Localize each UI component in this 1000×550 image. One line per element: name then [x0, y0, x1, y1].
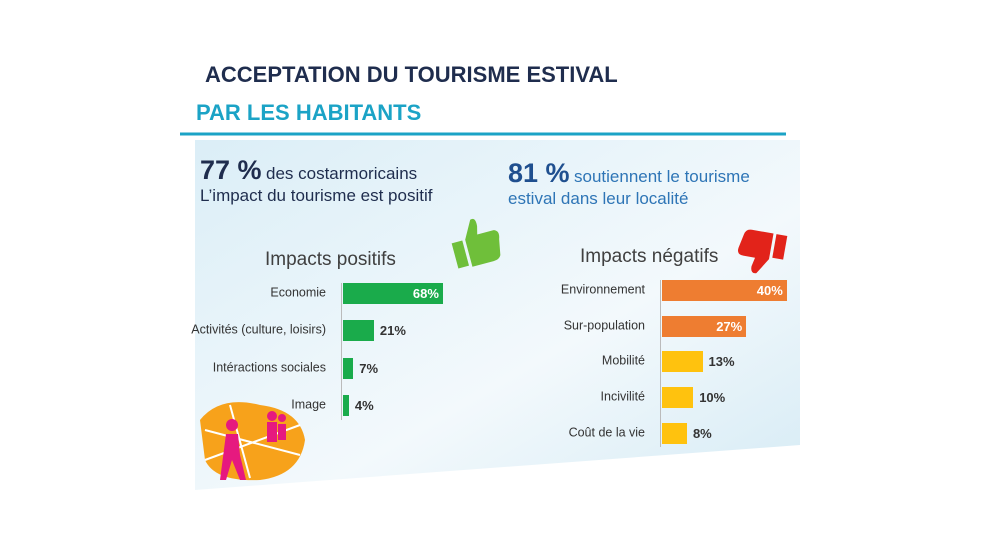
stat-figure: 81 % — [508, 158, 570, 188]
category-label: Sur-population — [563, 318, 645, 333]
stat-text: L’impact du tourisme est positif — [200, 186, 433, 205]
category-label: Activités (culture, loisirs) — [191, 322, 326, 337]
value-label: 40% — [756, 283, 783, 298]
value-label: 13% — [708, 354, 735, 369]
tourist-illustration — [200, 402, 305, 481]
bar — [343, 395, 349, 416]
bar — [662, 387, 694, 408]
category-label: Image — [291, 397, 326, 412]
value-label: 8% — [692, 426, 712, 441]
category-label: Mobilité — [601, 353, 645, 368]
subtitle: PAR LES HABITANTS — [196, 100, 422, 125]
category-label: Intéractions sociales — [212, 360, 326, 375]
category-label: Environnement — [560, 282, 645, 297]
bar — [662, 316, 747, 337]
value-label: 27% — [716, 319, 743, 334]
value-label: 21% — [379, 323, 406, 338]
value-label: 10% — [699, 390, 726, 405]
thumbs-down-icon — [737, 229, 788, 274]
bar — [343, 358, 354, 379]
title: ACCEPTATION DU TOURISME ESTIVAL — [205, 62, 618, 87]
category-label: Coût de la vie — [568, 425, 645, 440]
axis-line — [341, 283, 342, 420]
bar — [662, 351, 703, 372]
chart-title: Impacts négatifs — [580, 246, 719, 267]
stat-figure: 77 % — [200, 155, 262, 185]
stat-text: des costarmoricains — [266, 164, 418, 183]
stat-block: 81 % soutiennent le tourisme estival dan… — [508, 158, 750, 209]
bar — [343, 283, 443, 304]
stat-text: estival dans leur localité — [508, 189, 689, 208]
value-label: 7% — [359, 361, 379, 376]
thumbs-up-icon — [451, 218, 501, 269]
bar — [343, 320, 374, 341]
axis-line — [660, 280, 661, 447]
category-label: Economie — [270, 285, 326, 300]
bar — [662, 423, 687, 444]
stat-block: 77 % des costarmoricains L’impact du tou… — [200, 155, 432, 206]
category-label: Incivilité — [600, 389, 645, 404]
value-label: 68% — [412, 286, 439, 301]
bar — [662, 280, 787, 301]
stat-text: soutiennent le tourisme — [574, 167, 750, 186]
chart-title: Impacts positifs — [265, 249, 396, 270]
value-label: 4% — [354, 398, 374, 413]
